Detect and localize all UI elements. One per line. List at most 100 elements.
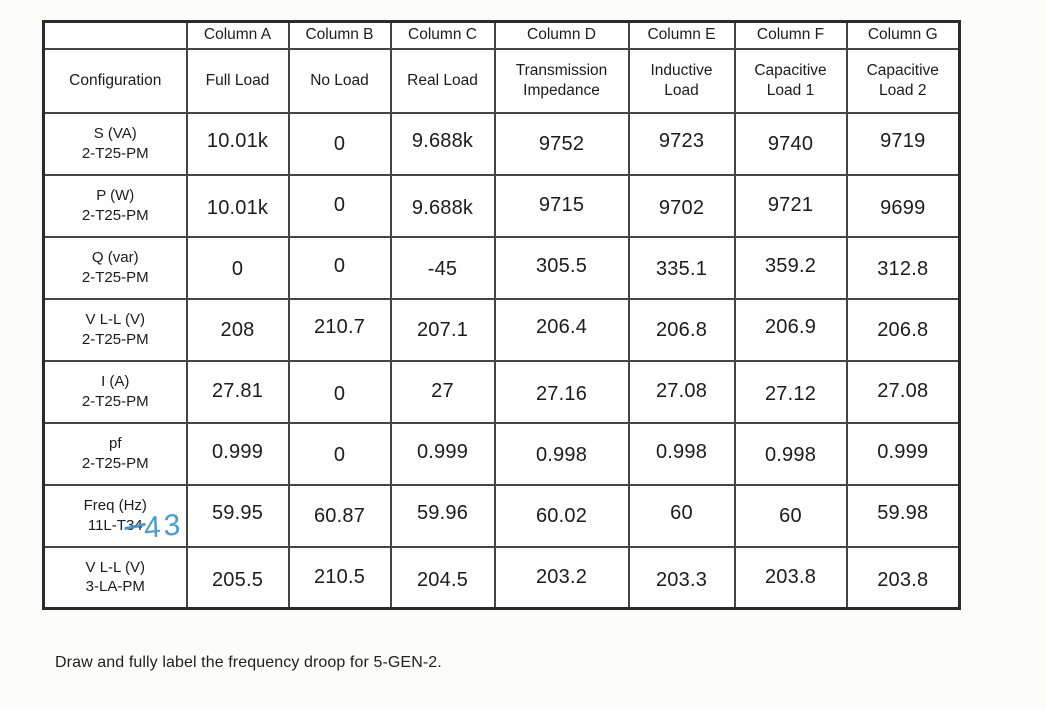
row-label-line2: 11L-T34 43	[49, 507, 184, 544]
capacitive-load-1-header-cell: Capacitive Load 1	[733, 47, 848, 114]
value-text: 359.2	[764, 255, 817, 277]
value-text: 27	[431, 380, 454, 402]
value-text: 9721	[767, 194, 814, 216]
value-text: 27.81	[211, 380, 264, 402]
value-cell: 9.688k	[389, 111, 496, 176]
value-text: 0	[333, 133, 346, 155]
value-cell: 203.8	[733, 545, 848, 610]
value-text: 0.999	[416, 441, 469, 463]
table-row: V L-L (V) 3-LA-PM 205.5 210.5 204.5 203.2 203.…	[42, 545, 961, 610]
row-label-cell: Q (var) 2-T25-PM	[42, 235, 188, 300]
value-text: 59.96	[416, 502, 469, 524]
value-cell: 27.08	[627, 359, 736, 424]
value-cell: 59.95	[185, 483, 290, 548]
measurement-table: Column A Column B Column C Column D Colu…	[42, 20, 961, 610]
table-row: P (W) 2-T25-PM 10.01k 0 9.688k 9715 9702 9721 96…	[42, 173, 961, 238]
column-letter-header-row: Column A Column B Column C Column D Colu…	[42, 20, 961, 50]
value-text: 203.2	[535, 565, 588, 588]
value-text: -45	[427, 258, 458, 280]
row-label-line2: 3-LA-PM	[85, 578, 145, 596]
value-text: 9719	[880, 130, 926, 152]
inductive-load-header-cell: Inductive Load	[627, 47, 736, 114]
row-label-line1: I (A)	[101, 373, 130, 390]
row-label-cell: I (A) 2-T25-PM	[42, 359, 188, 424]
value-text: 204.5	[416, 568, 469, 591]
value-text: 203.8	[764, 565, 817, 588]
row-label-cell: V L-L (V) 3-LA-PM	[42, 545, 188, 610]
transmission-impedance-header-cell: Transmission Impedance	[493, 47, 630, 114]
value-cell: 210.5	[287, 545, 392, 610]
value-cell: 60	[733, 483, 848, 548]
configuration-header-cell: Configuration	[42, 47, 188, 114]
value-cell: 0	[287, 173, 392, 238]
value-cell: 0.999	[389, 421, 496, 486]
value-cell: 0	[287, 111, 392, 176]
value-cell: 9752	[493, 111, 630, 176]
column-header-b: Column B	[287, 20, 392, 50]
row-label-cell: Freq (Hz) 11L-T34 43	[42, 483, 188, 548]
value-cell: 210.7	[287, 297, 392, 362]
value-text: 0	[333, 255, 346, 277]
value-text: 0.998	[535, 444, 588, 466]
row-label-cell: V L-L (V) 2-T25-PM	[42, 297, 188, 362]
corner-cell	[42, 20, 188, 50]
value-cell: 312.8	[845, 235, 961, 300]
row-label-line1: Q (var)	[91, 249, 139, 266]
value-cell: 208	[185, 297, 290, 362]
value-cell: 0.998	[733, 421, 848, 486]
value-text: 10.01k	[206, 197, 269, 219]
value-cell: 203.3	[627, 545, 736, 610]
value-cell: 0	[287, 421, 392, 486]
column-header-g: Column G	[845, 20, 961, 50]
value-text: 9.688k	[411, 130, 474, 152]
value-text: 207.1	[416, 319, 469, 341]
value-text: 206.8	[655, 319, 708, 341]
value-cell: 59.98	[845, 483, 961, 548]
column-header-e: Column E	[627, 20, 736, 50]
row-label-line2: 2-T25-PM	[81, 330, 149, 348]
table-row: Q (var) 2-T25-PM 0 0 -45 305.5 335.1 359.2 312.8	[42, 235, 961, 300]
value-text: 312.8	[877, 258, 929, 280]
value-text: 206.9	[764, 316, 817, 338]
value-cell: 359.2	[733, 235, 848, 300]
table-row: S (VA) 2-T25-PM 10.01k 0 9.688k 9752 9723 9740 9…	[42, 111, 961, 176]
value-text: 0	[333, 444, 346, 466]
value-cell: 10.01k	[185, 111, 290, 176]
value-cell: 305.5	[493, 235, 630, 300]
value-text: 60	[670, 502, 693, 524]
value-text: 0.999	[877, 441, 929, 463]
value-cell: 9.688k	[389, 173, 496, 238]
value-cell: 27	[389, 359, 496, 424]
full-load-header-cell: Full Load	[185, 47, 290, 114]
value-cell: 10.01k	[185, 173, 290, 238]
table-row: V L-L (V) 2-T25-PM 208 210.7 207.1 206.4 206.8…	[42, 297, 961, 362]
value-text: 9702	[658, 197, 705, 219]
value-cell: 0.998	[627, 421, 736, 486]
value-text: 9699	[880, 197, 926, 219]
value-cell: -45	[389, 235, 496, 300]
column-header-f: Column F	[733, 20, 848, 50]
value-text: 60	[779, 505, 802, 527]
row-label-cell: pf 2-T25-PM	[42, 421, 188, 486]
row-label-line1: pf	[108, 435, 122, 452]
value-text: 59.95	[211, 502, 264, 524]
value-text: 0.999	[211, 441, 264, 463]
row-label-line1: Freq (Hz)	[83, 497, 147, 514]
column-header-a: Column A	[185, 20, 290, 50]
value-cell: 207.1	[389, 297, 496, 362]
value-cell: 0	[287, 235, 392, 300]
value-text: 27.16	[535, 383, 588, 405]
value-text: 0.998	[655, 441, 708, 463]
no-load-header-cell: No Load	[287, 47, 392, 114]
instruction-text: Draw and fully label the frequency droop…	[55, 654, 442, 671]
value-cell: 0.998	[493, 421, 630, 486]
handwritten-correction: 43	[143, 507, 184, 545]
value-cell: 205.5	[185, 545, 290, 610]
value-text: 9715	[538, 194, 585, 216]
struck-out-text: 34	[125, 516, 143, 534]
value-text: 9740	[767, 133, 814, 155]
value-text: 0.998	[764, 444, 817, 466]
value-text: 210.5	[313, 565, 366, 588]
row-label-line1: P (W)	[96, 187, 135, 204]
